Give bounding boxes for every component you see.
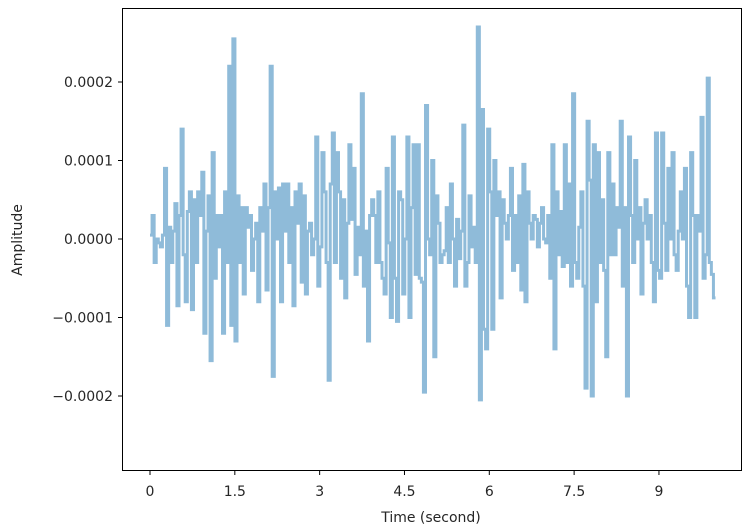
x-axis-label: Time (second)	[380, 510, 481, 526]
y-tick-label: 0.0002	[64, 75, 113, 91]
x-tick-label: 0	[146, 484, 155, 500]
y-tick-label: 0.0000	[64, 232, 113, 248]
x-tick-label: 7.5	[563, 484, 585, 500]
y-tick-label: −0.0002	[52, 389, 113, 405]
x-axis: 0 1.5 3 4.5 6 7.5 9	[146, 471, 663, 500]
y-tick-label: −0.0001	[52, 311, 113, 327]
x-tick-label: 3	[315, 484, 324, 500]
plot-frame	[122, 8, 742, 471]
x-tick-label: 1.5	[224, 484, 246, 500]
x-tick-label: 6	[485, 484, 494, 500]
signal-waveform	[150, 25, 716, 402]
y-axis-label: Amplitude	[10, 204, 26, 276]
y-axis: 0.0002 0.0001 0.0000 −0.0001 −0.0002	[52, 75, 122, 405]
signal-line	[150, 25, 716, 402]
x-tick-label: 4.5	[393, 484, 415, 500]
x-tick-label: 9	[654, 484, 663, 500]
y-tick-label: 0.0001	[64, 154, 113, 170]
